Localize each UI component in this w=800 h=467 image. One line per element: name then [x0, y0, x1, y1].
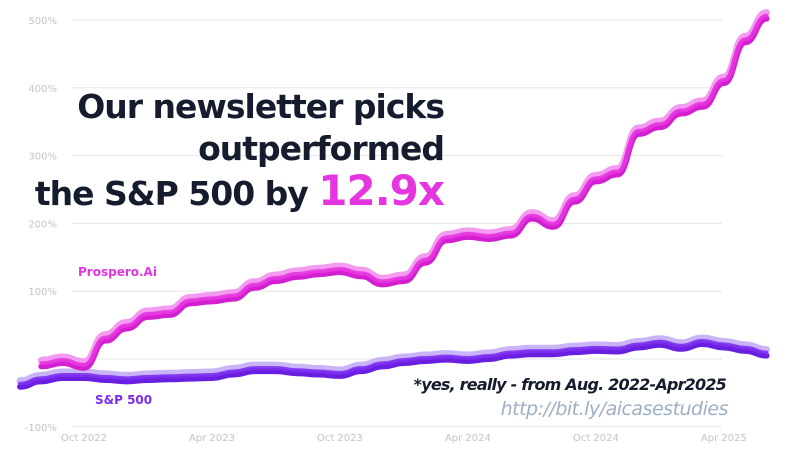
series-label-sp500: S&P 500 — [95, 393, 153, 407]
x-tick-label: Oct 2024 — [573, 433, 619, 444]
x-axis-ticks: Oct 2022 Apr 2023 Oct 2023 Apr 2024 Oct 2024… — [61, 433, 747, 444]
series-line-prospero-highlight — [37, 9, 771, 366]
series-lines — [16, 9, 771, 390]
x-tick-label: Oct 2023 — [317, 433, 363, 444]
footnote: *yes, really - from Aug. 2022-Apr2025 — [413, 375, 727, 394]
y-tick-label: 300% — [28, 152, 57, 163]
y-tick-label: 500% — [28, 16, 57, 27]
series-line-sp500-face — [18, 339, 769, 386]
headline-line-1: Our newsletter picks — [77, 87, 445, 126]
x-tick-label: Apr 2025 — [701, 433, 747, 444]
x-tick-label: Apr 2023 — [189, 433, 235, 444]
y-tick-label: 200% — [28, 219, 57, 230]
y-tick-label: 100% — [28, 287, 57, 298]
series-line-prospero-face — [39, 13, 769, 367]
headline-highlight: 12.9x — [318, 166, 445, 215]
series-line-prospero — [38, 15, 770, 371]
series-line-sp500-highlight — [16, 334, 771, 385]
headline-line-3-text: the S&P 500 by — [34, 174, 309, 213]
y-tick-label: -100% — [25, 423, 57, 434]
headline: Our newsletter picks outperformed the S&… — [34, 86, 445, 215]
source-link[interactable]: http://bit.ly/aicasestudies — [500, 398, 729, 420]
series-label-prospero: Prospero.Ai — [78, 265, 157, 279]
headline-line-3: the S&P 500 by 12.9x — [34, 170, 445, 215]
y-tick-label: 400% — [28, 84, 57, 95]
headline-line-2: outperformed — [198, 129, 445, 168]
x-tick-label: Oct 2022 — [61, 433, 107, 444]
x-tick-label: Apr 2024 — [445, 433, 491, 444]
series-line-sp500 — [17, 341, 770, 390]
